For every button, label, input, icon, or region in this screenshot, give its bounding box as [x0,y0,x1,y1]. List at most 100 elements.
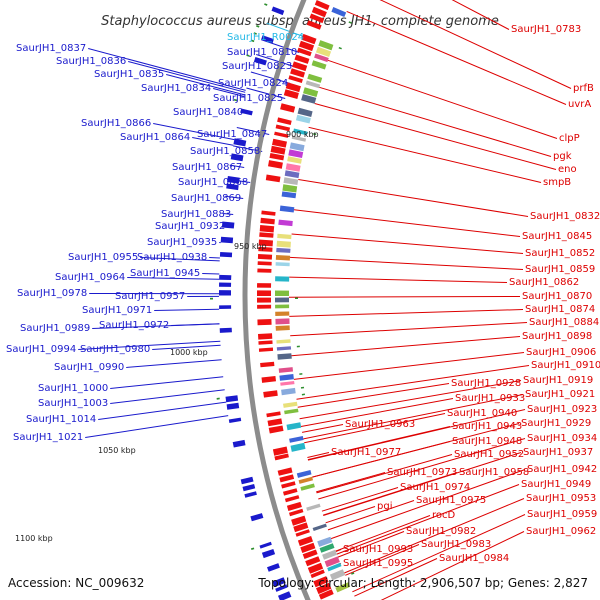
gene-label[interactable]: SaurJH1_0867 [172,162,242,173]
gene-label[interactable]: SaurJH1_0935 [147,237,217,248]
cog-category-block[interactable] [277,233,292,240]
forward-strand-gene[interactable] [261,35,274,44]
rna-gene-label[interactable]: SaurJH1_R0024 [227,32,304,43]
reverse-strand-gene[interactable] [313,576,329,588]
reverse-strand-gene[interactable] [260,361,275,368]
forward-strand-gene[interactable] [225,395,239,403]
forward-strand-gene[interactable] [220,236,234,244]
gene-label[interactable]: SaurJH1_1014 [26,414,96,425]
gene-label[interactable]: SaurJH1_0847 [197,129,267,140]
forward-strand-gene[interactable] [219,252,233,258]
gene-label[interactable]: SaurJH1_1003 [38,398,108,409]
reverse-strand-gene[interactable] [295,529,310,537]
forward-strand-gene[interactable] [219,327,232,333]
forward-strand-gene[interactable] [244,491,257,498]
gene-label[interactable]: SaurJH1_0783 [511,24,581,35]
reverse-strand-gene[interactable] [277,117,292,125]
cog-category-block[interactable] [291,135,307,142]
cog-category-block[interactable] [275,311,290,317]
forward-strand-gene[interactable] [253,57,267,66]
reverse-strand-gene[interactable] [311,6,327,18]
reverse-strand-gene[interactable] [258,347,274,352]
gene-label[interactable]: SaurJH1_0884 [529,317,599,328]
cog-category-block[interactable] [275,318,290,325]
forward-strand-gene[interactable] [227,176,240,184]
cog-category-block[interactable] [318,40,334,51]
cog-category-block[interactable] [317,536,333,547]
reverse-strand-gene[interactable] [258,239,273,247]
cog-category-block[interactable] [275,290,289,297]
gene-label[interactable]: SaurJH1_0989 [20,323,90,334]
gene-label[interactable]: SaurJH1_0978 [17,288,87,299]
cog-category-block[interactable] [276,240,291,248]
reverse-strand-gene[interactable] [263,390,278,398]
reverse-strand-gene[interactable] [293,522,309,533]
gene-label[interactable]: SaurJH1_0949 [521,479,591,490]
reverse-strand-gene[interactable] [258,246,273,252]
gene-label[interactable]: SaurJH1_0883 [161,209,231,220]
cog-category-block[interactable] [331,7,347,17]
cog-category-block[interactable] [285,163,301,172]
forward-strand-gene[interactable] [219,290,231,296]
reverse-strand-gene[interactable] [307,562,324,574]
reverse-strand-gene[interactable] [301,33,317,45]
gene-label[interactable]: SaurJH1_0948 [452,436,522,447]
gene-label[interactable]: SaurJH1_0958 [459,467,529,478]
forward-strand-gene[interactable] [233,138,247,147]
gene-label[interactable]: SaurJH1_0957 [115,291,185,302]
gene-label[interactable]: SaurJH1_0835 [94,69,164,80]
reverse-strand-gene[interactable] [277,467,293,476]
cog-category-block[interactable] [329,569,346,581]
forward-strand-gene[interactable] [278,591,292,600]
reverse-strand-gene[interactable] [285,82,301,93]
reverse-strand-gene[interactable] [305,556,321,567]
forward-strand-gene[interactable] [226,183,239,191]
reverse-strand-gene[interactable] [272,446,288,456]
gene-label[interactable]: eno [558,164,577,175]
forward-strand-gene[interactable] [250,513,264,522]
reverse-strand-gene[interactable] [279,474,295,483]
forward-strand-gene[interactable] [226,402,240,410]
gene-label[interactable]: SaurJH1_0964 [55,272,125,283]
reverse-strand-gene[interactable] [272,138,287,148]
gene-label[interactable]: SaurJH1_0990 [54,362,124,373]
reverse-strand-gene[interactable] [265,174,281,183]
cog-category-block[interactable] [289,436,304,443]
gene-label[interactable]: SaurJH1_0923 [527,404,597,415]
gene-label[interactable]: SaurJH1_0963 [345,419,415,430]
reverse-strand-gene[interactable] [257,268,272,273]
cog-category-block[interactable] [296,470,312,478]
gene-label[interactable]: SaurJH1_0962 [526,526,596,537]
cog-category-block[interactable] [307,73,323,83]
cog-category-block[interactable] [311,60,327,70]
gene-label[interactable]: SaurJH1_0995 [343,558,413,569]
gene-label[interactable]: SaurJH1_0928 [451,378,521,389]
cog-category-block[interactable] [279,205,295,213]
gene-label[interactable]: SaurJH1_0993 [343,544,413,555]
gene-label[interactable]: SaurJH1_0836 [56,56,126,67]
reverse-strand-gene[interactable] [292,61,308,72]
reverse-strand-gene[interactable] [259,225,275,233]
gene-label[interactable]: SaurJH1_0825 [213,93,283,104]
gene-label[interactable]: SaurJH1_0971 [82,305,152,316]
gene-label[interactable]: SaurJH1_0919 [523,375,593,386]
gene-label[interactable]: SaurJH1_0934 [527,433,597,444]
forward-strand-gene[interactable] [259,541,272,549]
cog-category-block[interactable] [275,304,290,309]
gene-label[interactable]: SaurJH1_0972 [99,320,169,331]
cog-category-block[interactable] [322,549,338,560]
gene-label[interactable]: SaurJH1_0921 [525,389,595,400]
gene-label[interactable]: SaurJH1_0832 [530,211,600,222]
gene-label[interactable]: SaurJH1_0942 [527,464,597,475]
gene-label[interactable]: SaurJH1_0945 [130,268,200,279]
gene-label[interactable]: SaurJH1_0823 [222,61,292,72]
forward-strand-gene[interactable] [221,221,235,229]
cog-category-block[interactable] [278,219,293,227]
gene-label[interactable]: SaurJH1_1000 [38,383,108,394]
gene-label[interactable]: SaurJH1_0994 [6,344,76,355]
cog-category-block[interactable] [327,562,342,572]
cog-category-block[interactable] [276,339,291,344]
reverse-strand-gene[interactable] [266,411,281,418]
gene-label[interactable]: SaurJH1_0852 [525,248,595,259]
cog-category-block[interactable] [324,556,340,568]
